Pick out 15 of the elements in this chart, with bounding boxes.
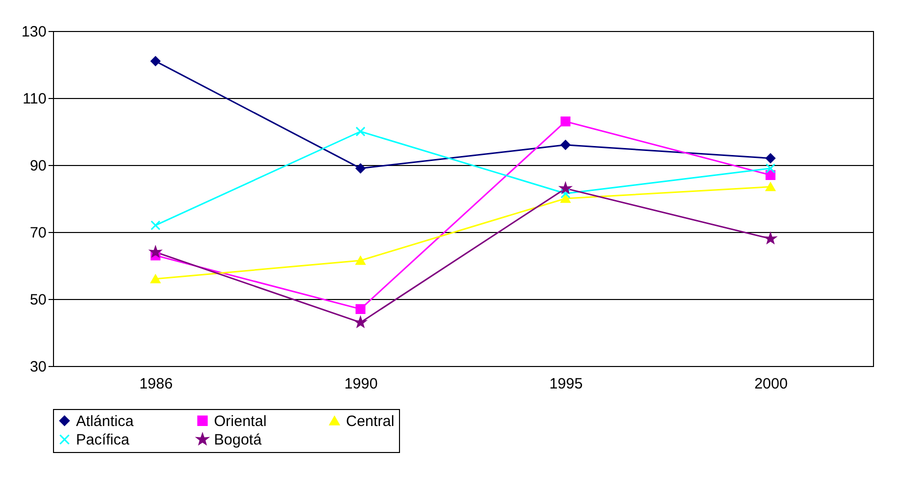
- y-tick-label: 130: [21, 24, 46, 40]
- x-tick-label: 1990: [344, 376, 378, 392]
- legend-label: Atlántica: [76, 412, 134, 430]
- y-tick-label: 50: [30, 292, 46, 308]
- y-tick-label: 110: [22, 90, 46, 108]
- y-tick-label: 70: [30, 224, 46, 242]
- legend-label: Central: [346, 412, 394, 430]
- legend-label: Oriental: [214, 412, 267, 430]
- legend-label: Bogotá: [214, 432, 262, 448]
- x-tick-label: 1995: [549, 376, 583, 392]
- legend-label: Pacífica: [76, 432, 130, 448]
- x-tick-label: 2000: [754, 376, 788, 392]
- y-tick-label: 90: [30, 158, 46, 174]
- y-tick-label: 30: [30, 358, 46, 376]
- x-tick-label: 1986: [139, 376, 173, 392]
